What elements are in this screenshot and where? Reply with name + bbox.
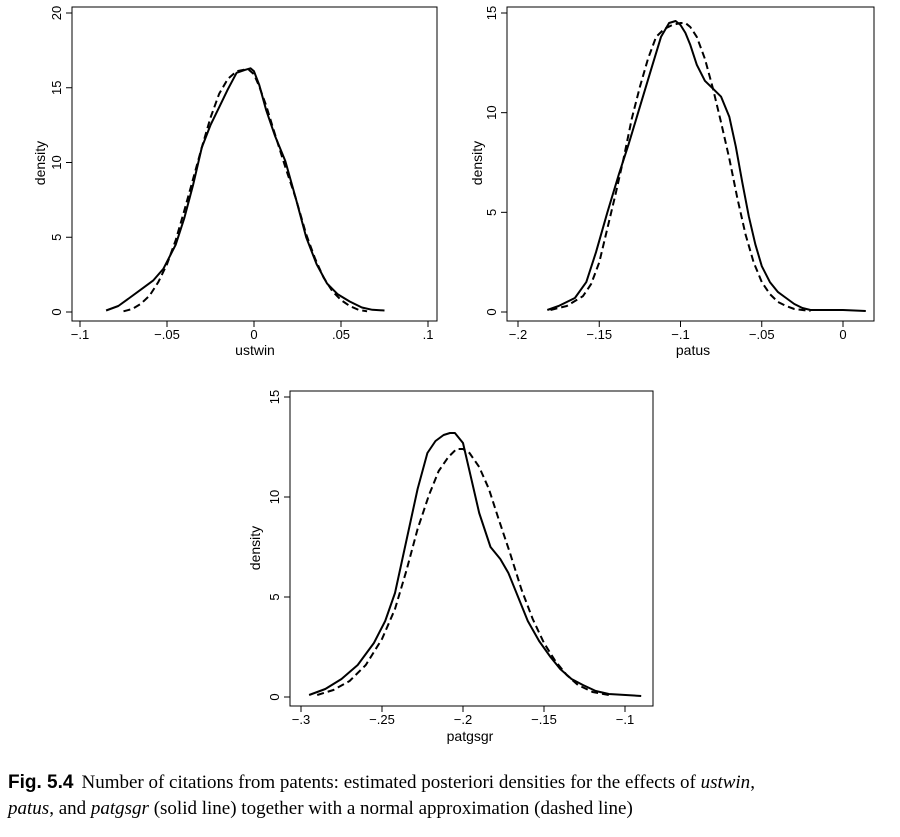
x-tick-label: .1 bbox=[423, 327, 434, 342]
y-tick-label: 10 bbox=[484, 105, 499, 119]
caption-variable-patus: patus bbox=[8, 798, 50, 819]
x-tick-label: −.15 bbox=[586, 327, 612, 342]
x-tick-label: −.1 bbox=[71, 327, 89, 342]
y-tick-label: 5 bbox=[49, 234, 64, 241]
y-tick-label: 5 bbox=[484, 209, 499, 216]
plot-frame bbox=[289, 390, 654, 707]
series-line-normal-approximation bbox=[123, 68, 368, 313]
x-tick-label: −.1 bbox=[616, 712, 634, 727]
x-axis-label: ustwin bbox=[235, 342, 275, 358]
x-tick-label: −.1 bbox=[671, 327, 689, 342]
y-tick-label: 15 bbox=[484, 6, 499, 20]
figure-caption: Fig. 5.4 Number of citations from patents… bbox=[8, 770, 898, 822]
x-axis-label: patgsgr bbox=[447, 728, 494, 744]
x-tick-label: −.25 bbox=[369, 712, 395, 727]
x-tick-label: −.2 bbox=[454, 712, 472, 727]
caption-text-2: , and bbox=[49, 798, 91, 819]
x-tick-label: −.05 bbox=[749, 327, 775, 342]
chart-panel-1: −.1 −.05 0 .05 .1 0 5 10 15 20 ustwin density bbox=[32, 6, 438, 358]
series-line-posterior-density bbox=[308, 432, 642, 697]
caption-text-3: (solid line) together with a normal appr… bbox=[148, 798, 633, 819]
x-tick-label: −.3 bbox=[292, 712, 310, 727]
y-tick-label: 15 bbox=[49, 81, 64, 95]
y-tick-label: 10 bbox=[49, 155, 64, 169]
caption-variable-patgsgr: patgsgr bbox=[90, 798, 149, 819]
y-tick-label: 0 bbox=[267, 693, 282, 700]
y-tick-label: 15 bbox=[267, 390, 282, 404]
y-tick-label: 0 bbox=[484, 308, 499, 315]
x-tick-label: −.15 bbox=[531, 712, 557, 727]
y-axis-label: density bbox=[32, 141, 48, 185]
caption-separator: , bbox=[750, 772, 755, 793]
y-tick-label: 20 bbox=[49, 6, 64, 20]
series-line-normal-approximation bbox=[316, 448, 609, 696]
x-axis-label: patus bbox=[676, 342, 710, 358]
x-tick-label: 0 bbox=[839, 327, 846, 342]
x-tick-label: .05 bbox=[332, 327, 350, 342]
y-axis-label: density bbox=[247, 526, 263, 570]
y-tick-label: 10 bbox=[267, 490, 282, 504]
figure-number: Fig. 5.4 bbox=[8, 772, 74, 793]
x-tick-label: −.2 bbox=[509, 327, 527, 342]
x-tick-label: −.05 bbox=[154, 327, 180, 342]
y-tick-label: 0 bbox=[49, 308, 64, 315]
charts-canvas: −.1 −.05 0 .05 .1 0 5 10 15 20 ustwin density −.2 −.1… bbox=[32, 6, 875, 744]
plot-frame bbox=[71, 6, 438, 322]
y-axis-label: density bbox=[469, 141, 485, 185]
x-tick-label: 0 bbox=[250, 327, 257, 342]
series-line-normal-approximation bbox=[550, 22, 811, 312]
y-tick-label: 5 bbox=[267, 593, 282, 600]
caption-text-1: Number of citations from patents: estima… bbox=[81, 772, 701, 793]
plot-frame bbox=[506, 6, 875, 322]
chart-panel-2: −.2 −.15 −.1 −.05 0 0 5 10 15 patus density bbox=[469, 6, 875, 358]
caption-variable-ustwin: ustwin bbox=[700, 772, 751, 793]
chart-panel-3: −.3 −.25 −.2 −.15 −.1 0 5 10 15 patgsgr density bbox=[247, 390, 654, 744]
series-line-posterior-density bbox=[105, 67, 385, 312]
